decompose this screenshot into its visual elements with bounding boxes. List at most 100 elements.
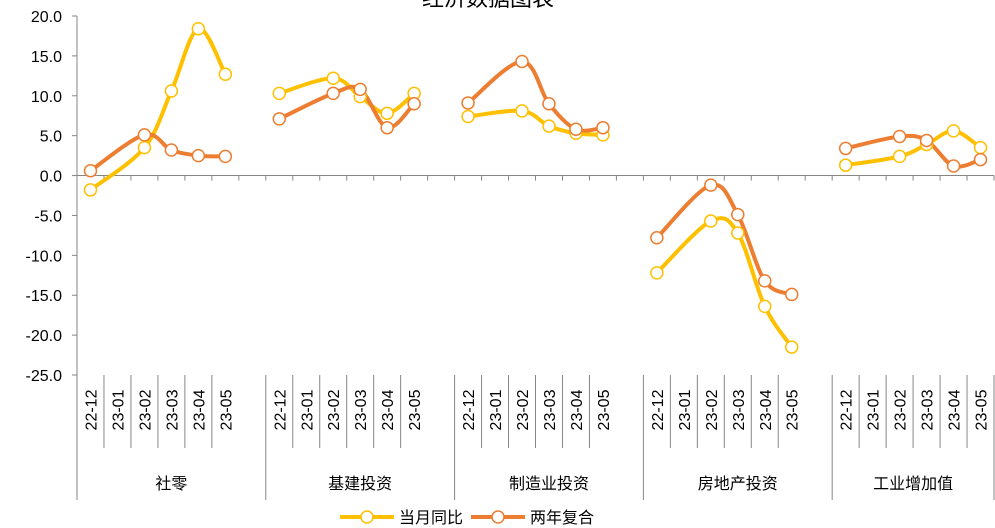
- data-point: [137, 140, 152, 155]
- data-point: [461, 109, 475, 124]
- data-point: [515, 104, 529, 118]
- data-point: [946, 124, 961, 138]
- data-point: [353, 82, 367, 97]
- data-point: [919, 133, 934, 148]
- chart-title: 经济数据图表: [422, 0, 554, 11]
- x-tick-label: 23-01: [299, 389, 316, 430]
- x-tick-label: 23-05: [596, 389, 613, 430]
- data-point: [838, 158, 853, 172]
- data-point: [218, 67, 233, 81]
- group-label: 制造业投资: [509, 475, 589, 493]
- series-line: [88, 26, 228, 192]
- data-point: [892, 129, 907, 144]
- data-point: [218, 149, 233, 164]
- legend-label: 当月同比: [399, 509, 463, 527]
- data-point: [973, 152, 988, 167]
- data-point: [892, 149, 907, 164]
- data-point: [542, 119, 556, 133]
- x-tick-label: 23-01: [110, 389, 127, 430]
- data-point: [380, 120, 394, 135]
- legend-marker: [360, 510, 374, 524]
- data-point: [515, 54, 529, 69]
- data-point: [838, 141, 853, 156]
- x-tick-label: 22-12: [461, 389, 478, 430]
- data-point: [704, 214, 718, 228]
- series-line: [466, 59, 605, 133]
- y-tick-label: -20.0: [26, 328, 63, 345]
- data-point: [596, 120, 610, 135]
- x-tick-label: 23-02: [515, 389, 532, 430]
- x-tick-label: 23-05: [974, 389, 991, 430]
- x-tick-label: 22-12: [272, 389, 289, 430]
- data-point: [973, 140, 988, 155]
- data-point: [380, 106, 394, 121]
- group-label: 基建投资: [328, 475, 392, 493]
- x-tick-label: 23-04: [947, 389, 964, 430]
- x-tick-label: 23-03: [542, 389, 559, 430]
- data-point: [164, 84, 179, 98]
- x-tick-label: 23-04: [380, 389, 397, 430]
- x-tick-label: 23-03: [920, 389, 937, 430]
- x-tick-label: 23-03: [731, 389, 748, 430]
- data-point: [191, 148, 206, 163]
- x-tick-label: 23-05: [218, 389, 235, 430]
- data-point: [83, 183, 98, 197]
- group-label: 社零: [155, 475, 187, 493]
- y-tick-label: 10.0: [31, 89, 62, 106]
- x-tick-label: 23-02: [137, 389, 154, 430]
- data-point: [569, 122, 583, 137]
- data-point: [946, 159, 961, 173]
- y-tick-label: 0.0: [40, 169, 62, 186]
- data-point: [784, 340, 799, 354]
- data-point: [650, 266, 664, 280]
- legend-label: 两年复合: [530, 509, 594, 527]
- y-tick-label: -10.0: [26, 248, 63, 265]
- y-tick-label: 15.0: [31, 49, 62, 66]
- x-tick-label: 23-04: [758, 389, 775, 430]
- data-point: [731, 207, 745, 222]
- data-point: [137, 128, 152, 142]
- x-tick-label: 23-03: [164, 389, 181, 430]
- data-point: [326, 71, 340, 85]
- x-tick-label: 23-02: [326, 389, 343, 430]
- group-label: 房地产投资: [698, 475, 778, 493]
- x-tick-label: 23-01: [677, 389, 694, 430]
- x-tick-label: 23-02: [704, 389, 721, 430]
- data-point: [650, 231, 664, 245]
- x-tick-label: 23-05: [785, 389, 802, 430]
- data-point: [191, 22, 206, 36]
- y-tick-label: -25.0: [26, 368, 63, 385]
- data-point: [164, 143, 179, 157]
- series-line: [88, 132, 228, 173]
- data-point: [272, 112, 287, 126]
- data-point: [704, 178, 718, 192]
- data-point: [542, 97, 556, 111]
- x-tick-label: 22-12: [839, 389, 856, 430]
- data-point: [758, 274, 772, 288]
- data-point: [731, 226, 745, 240]
- data-point: [83, 164, 98, 178]
- series-line: [654, 182, 794, 297]
- data-point: [407, 97, 421, 111]
- legend-marker: [491, 510, 505, 524]
- data-point: [272, 86, 287, 101]
- x-tick-label: 23-03: [353, 389, 370, 430]
- x-tick-label: 22-12: [650, 389, 667, 430]
- data-point: [461, 96, 475, 110]
- x-tick-label: 23-01: [866, 389, 883, 430]
- series-line: [277, 84, 417, 130]
- y-tick-label: 20.0: [31, 9, 62, 26]
- data-point: [326, 86, 340, 101]
- x-tick-label: 23-04: [191, 389, 208, 430]
- data-point: [784, 287, 799, 302]
- y-tick-label: -15.0: [26, 288, 63, 305]
- x-tick-label: 22-12: [83, 389, 100, 430]
- x-tick-label: 23-05: [407, 389, 424, 430]
- x-tick-label: 23-02: [893, 389, 910, 430]
- x-tick-label: 23-04: [569, 389, 586, 430]
- data-point: [758, 299, 772, 314]
- series-line: [654, 216, 794, 350]
- group-label: 工业增加值: [873, 475, 953, 493]
- y-tick-label: -5.0: [34, 208, 62, 225]
